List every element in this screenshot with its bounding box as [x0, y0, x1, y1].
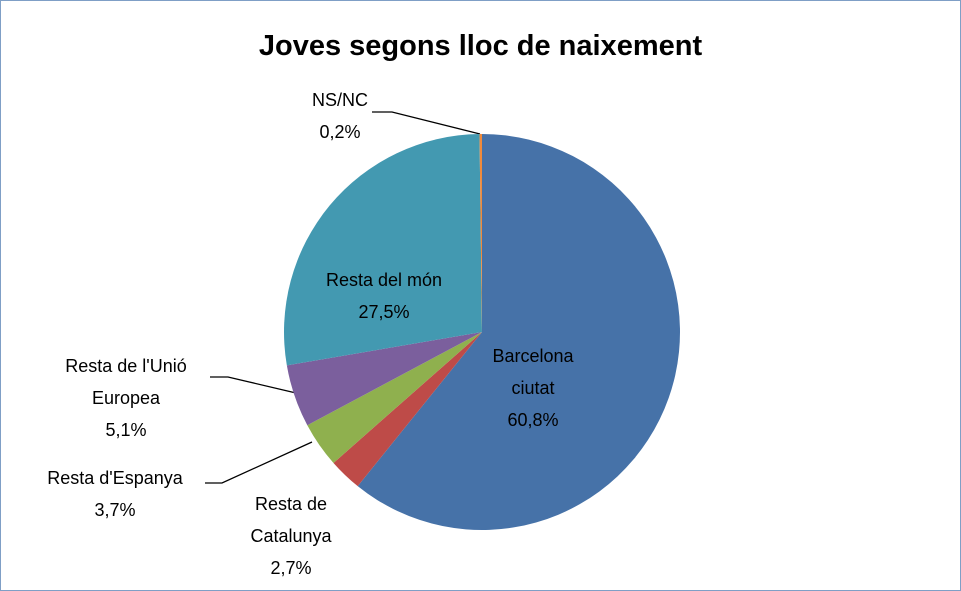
slice-value: 2,7%: [270, 558, 312, 578]
data-label: Resta de l'Unió Europea 5,1%: [41, 350, 211, 446]
data-label: NS/NC 0,2%: [280, 84, 400, 148]
leader-line: [205, 441, 313, 484]
slice-name: Resta de l'Unió Europea: [65, 356, 187, 408]
slice-value: 0,2%: [319, 122, 361, 142]
slice-name: Barcelona ciutat: [492, 346, 574, 398]
pie-slice: [357, 134, 680, 530]
slice-value: 27,5%: [358, 302, 410, 322]
pie-slice: [479, 134, 482, 332]
pie-slice: [307, 332, 482, 463]
data-label: Barcelona ciutat 60,8%: [473, 340, 593, 436]
slice-value: 60,8%: [507, 410, 559, 430]
slice-name: Resta de Catalunya: [250, 494, 332, 546]
pie-slice: [333, 332, 482, 487]
chart-title: Joves segons lloc de naixement: [258, 30, 703, 62]
slice-name: Resta d'Espanya: [47, 468, 183, 488]
data-label: Resta del món 27,5%: [284, 264, 484, 328]
data-label: Resta de Catalunya 2,7%: [231, 488, 351, 584]
pie-slice: [284, 134, 482, 366]
slice-name: NS/NC: [311, 90, 368, 110]
slice-name: Resta del món: [325, 270, 443, 290]
slice-value: 5,1%: [105, 420, 147, 440]
leader-line: [372, 111, 481, 135]
slice-value: 3,7%: [94, 500, 136, 520]
data-label: Resta d'Espanya 3,7%: [15, 462, 215, 526]
pie-slice: [286, 332, 482, 426]
leader-line: [210, 376, 297, 394]
